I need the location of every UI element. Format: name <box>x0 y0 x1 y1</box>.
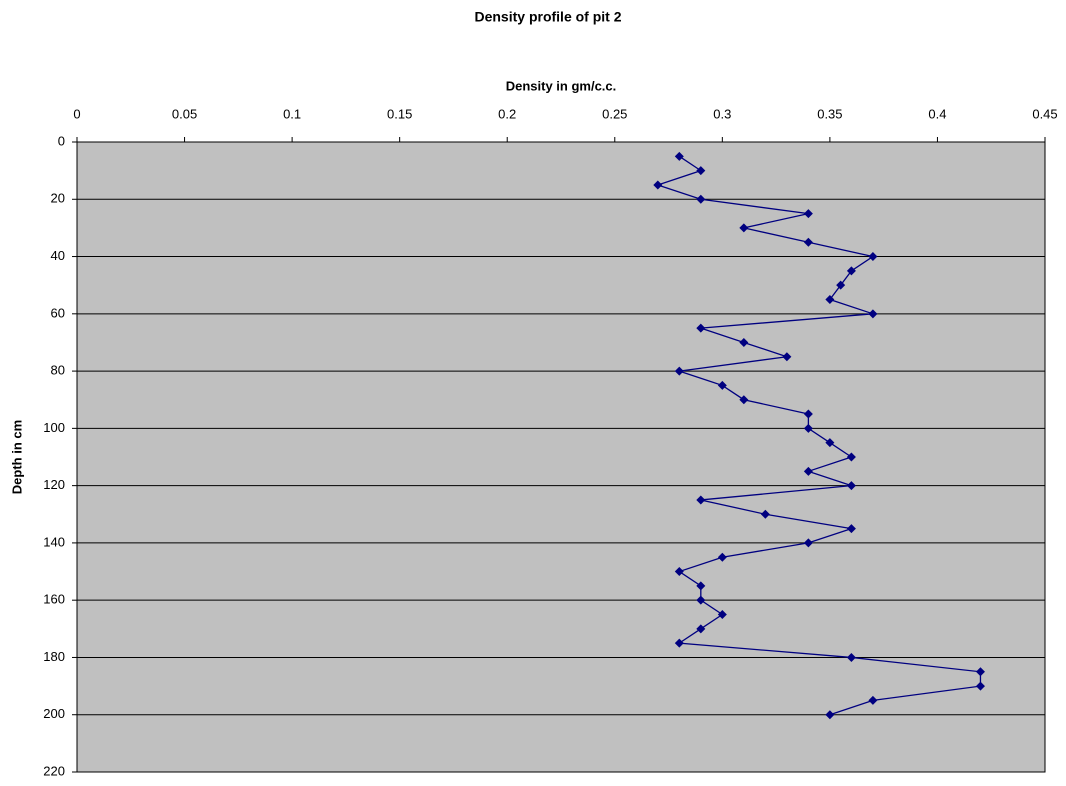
data-point <box>760 509 770 519</box>
data-point <box>975 667 985 677</box>
y-tick-label: 40 <box>51 248 65 263</box>
data-point <box>717 380 727 390</box>
x-tick-label: 0.05 <box>172 106 197 121</box>
y-tick-label: 200 <box>43 706 65 721</box>
data-point <box>846 652 856 662</box>
data-point <box>868 695 878 705</box>
y-tick-label: 100 <box>43 420 65 435</box>
data-point <box>739 223 749 233</box>
data-point <box>696 581 706 591</box>
data-point <box>803 237 813 247</box>
data-point <box>846 452 856 462</box>
data-point <box>803 538 813 548</box>
data-point <box>674 638 684 648</box>
data-point <box>696 323 706 333</box>
data-point <box>825 438 835 448</box>
y-axis-title: Depth in cm <box>9 420 24 494</box>
data-point <box>696 595 706 605</box>
x-tick-label: 0 <box>73 106 80 121</box>
data-point <box>868 309 878 319</box>
data-point <box>803 409 813 419</box>
plot-border <box>76 141 1046 773</box>
data-point <box>674 366 684 376</box>
chart-title: Density profile of pit 2 <box>474 9 621 25</box>
data-point <box>674 567 684 577</box>
y-tick-label: 220 <box>43 763 65 778</box>
x-tick-label: 0.4 <box>928 106 946 121</box>
data-point <box>836 280 846 290</box>
data-point <box>739 395 749 405</box>
data-point <box>975 681 985 691</box>
data-point <box>782 352 792 362</box>
x-tick-label: 0.3 <box>713 106 731 121</box>
x-tick-label: 0.15 <box>387 106 412 121</box>
data-point <box>846 524 856 534</box>
x-tick-label: 0.25 <box>602 106 627 121</box>
data-point <box>803 423 813 433</box>
data-point <box>674 151 684 161</box>
x-axis-title: Density in gm/c.c. <box>506 78 617 93</box>
x-tick-label: 0.35 <box>817 106 842 121</box>
data-point <box>825 295 835 304</box>
y-tick-label: 120 <box>43 477 65 492</box>
data-point <box>696 166 706 176</box>
x-tick-label: 0.45 <box>1032 106 1057 121</box>
data-point <box>825 710 835 720</box>
plot-area <box>77 142 1045 772</box>
data-line <box>655 155 982 716</box>
x-tick-label: 0.1 <box>283 106 301 121</box>
data-point <box>739 337 749 347</box>
y-tick-label: 160 <box>43 592 65 607</box>
data-point <box>717 610 727 619</box>
data-point <box>846 481 856 491</box>
data-point <box>653 180 663 190</box>
data-point <box>803 209 813 219</box>
y-tick-label: 180 <box>43 649 65 664</box>
data-point <box>696 495 706 505</box>
data-point <box>696 624 706 634</box>
y-tick-label: 60 <box>51 305 65 320</box>
y-tick-label: 0 <box>58 133 65 148</box>
data-point <box>846 266 856 276</box>
x-tick-label: 0.2 <box>498 106 516 121</box>
data-point <box>717 552 727 562</box>
data-point <box>868 252 878 262</box>
y-tick-label: 80 <box>51 363 65 378</box>
y-tick-label: 20 <box>51 191 65 206</box>
data-point <box>696 194 706 204</box>
data-point <box>803 466 813 476</box>
y-tick-label: 140 <box>43 534 65 549</box>
